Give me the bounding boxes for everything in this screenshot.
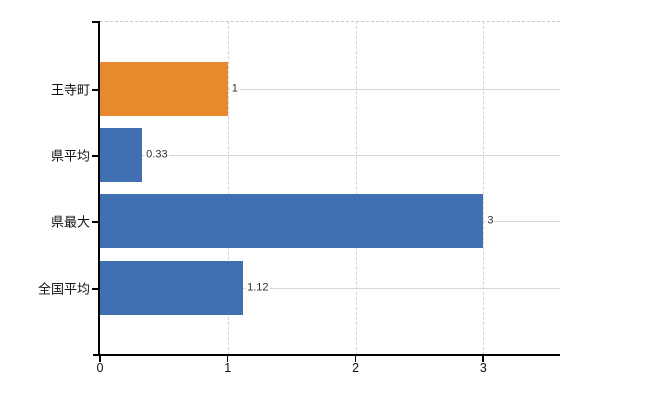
y-axis-tick [92,89,99,91]
vertical-gridline [355,21,357,355]
x-tick-label: 1 [224,361,232,375]
y-axis-tick [92,288,99,290]
y-axis-line [98,21,100,355]
horizontal-gridline [100,155,560,156]
bar [100,261,244,315]
bar [100,128,143,182]
category-label: 県平均 [50,148,90,164]
vertical-gridline [227,21,229,355]
x-tick-label: 2 [352,361,360,375]
horizontal-gridline [100,288,560,289]
bar-value-label: 3 [486,214,495,228]
category-label: 県最大 [50,214,90,230]
x-axis-tick [354,355,357,362]
y-axis-tick [92,155,99,157]
x-axis-line [93,354,560,356]
horizontal-gridline [100,89,560,90]
y-axis-tick [92,221,99,223]
y-axis-tick [92,21,99,23]
bar [100,194,484,248]
x-tick-label: 3 [479,361,487,375]
category-label: 全国平均 [37,281,90,297]
bar [100,62,228,116]
x-axis-tick [482,355,484,362]
category-label: 王寺町 [50,82,90,98]
vertical-gridline [483,21,485,355]
plot-top-border [100,21,560,22]
x-axis-tick [226,355,229,362]
bar-value-label: 1.12 [246,281,270,295]
bar-value-label: 0.33 [145,148,169,162]
x-tick-label: 0 [96,361,104,375]
bar-value-label: 1 [230,82,239,96]
x-axis-tick [99,355,101,362]
